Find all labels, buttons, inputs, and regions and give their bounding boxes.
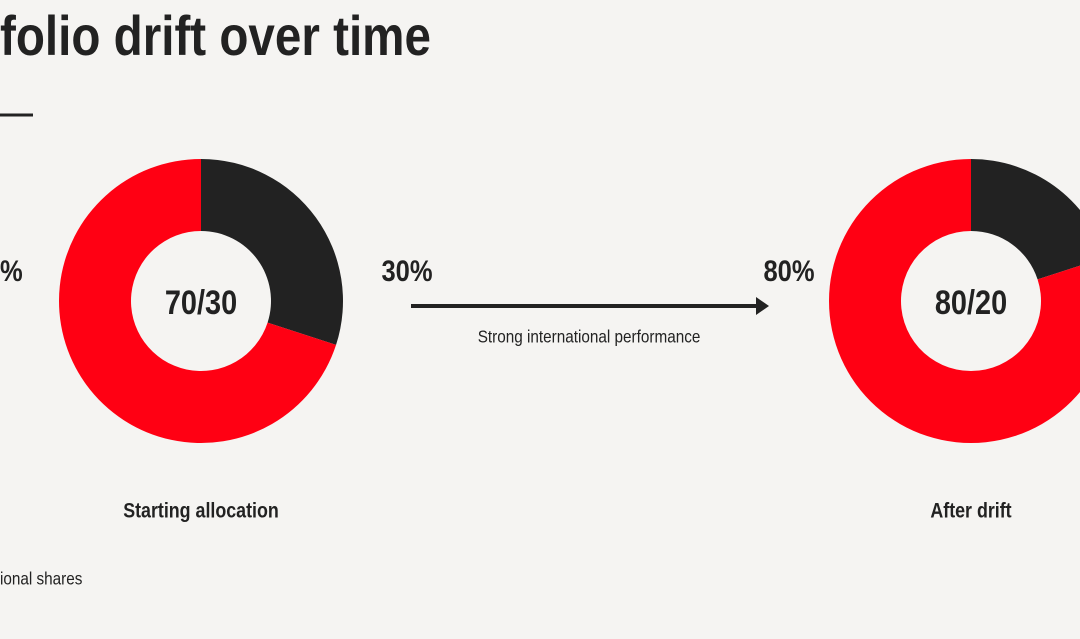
value-label: 80% (763, 254, 814, 287)
donut-segment (201, 159, 343, 345)
cropped-label: % (0, 254, 23, 287)
center-label: 70/30 (165, 283, 237, 322)
caption: After drift (930, 499, 1012, 523)
page-title: folio drift over time (0, 5, 431, 67)
donut-segment (829, 159, 1080, 443)
caption: Starting allocation (123, 499, 279, 523)
footnote: ional shares (0, 569, 82, 589)
arrow-label: Strong international performance (478, 327, 701, 347)
arrow-head (756, 297, 769, 315)
value-label: 30% (381, 254, 432, 287)
donut-segment (971, 159, 1080, 280)
center-label: 80/20 (935, 283, 1007, 322)
donut-segment (59, 159, 337, 444)
